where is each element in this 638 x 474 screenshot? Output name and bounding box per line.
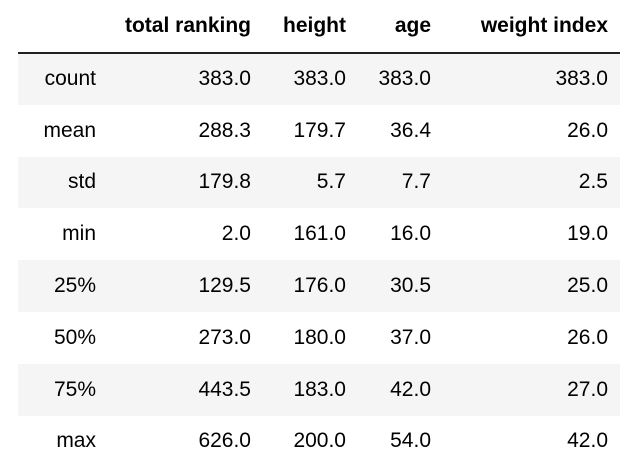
table-cell: 42.0 — [567, 429, 608, 453]
table-cell: 42.0 — [390, 377, 431, 401]
table-cell: 383.0 — [198, 67, 251, 91]
row-index: 50% — [53, 325, 96, 349]
table-cell: 26.0 — [567, 118, 608, 142]
table-row: min 2.0 161.0 16.0 19.0 — [18, 208, 620, 260]
table-cell: 383.0 — [293, 67, 346, 91]
table-cell: 288.3 — [198, 118, 251, 142]
table-row: max 626.0 200.0 54.0 42.0 — [18, 416, 620, 468]
column-header-total-ranking: total ranking — [108, 0, 263, 54]
table-body: count 383.0 383.0 383.0 383.0 mean 288.3… — [18, 53, 620, 467]
table-cell: 183.0 — [293, 377, 346, 401]
table-cell: 161.0 — [293, 222, 346, 246]
table-cell: 37.0 — [390, 325, 431, 349]
table-row: count 383.0 383.0 383.0 383.0 — [18, 53, 620, 105]
column-header-age: age — [358, 0, 443, 54]
table-cell: 7.7 — [401, 170, 431, 194]
table-cell: 273.0 — [198, 325, 251, 349]
table-cell: 54.0 — [390, 429, 431, 453]
row-index: 25% — [53, 274, 96, 298]
table-cell: 179.7 — [293, 118, 346, 142]
table-cell: 30.5 — [390, 274, 431, 298]
table-cell: 129.5 — [198, 274, 251, 298]
table-cell: 626.0 — [198, 429, 251, 453]
dataframe-output: total ranking height age weight index co… — [18, 0, 620, 467]
column-header-height: height — [263, 0, 358, 54]
table-cell: 19.0 — [567, 222, 608, 246]
table-cell: 2.0 — [221, 222, 251, 246]
row-index: count — [44, 67, 96, 91]
table-row: std 179.8 5.7 7.7 2.5 — [18, 156, 620, 209]
table-cell: 200.0 — [293, 429, 346, 453]
table-cell: 383.0 — [378, 67, 431, 91]
table-row: mean 288.3 179.7 36.4 26.0 — [18, 105, 620, 157]
table-row: 50% 273.0 180.0 37.0 26.0 — [18, 312, 620, 364]
table-header: total ranking height age weight index — [18, 0, 620, 54]
table-cell: 36.4 — [390, 118, 431, 142]
table-cell: 176.0 — [293, 274, 346, 298]
column-header-weight-index: weight index — [443, 0, 620, 54]
row-index: min — [62, 222, 96, 246]
describe-table: total ranking height age weight index co… — [18, 0, 620, 467]
table-cell: 2.5 — [578, 170, 608, 194]
table-cell: 25.0 — [567, 274, 608, 298]
table-cell: 16.0 — [390, 222, 431, 246]
table-cell: 383.0 — [555, 67, 608, 91]
table-cell: 443.5 — [198, 377, 251, 401]
header-row: total ranking height age weight index — [18, 0, 620, 54]
row-index: std — [67, 170, 96, 194]
index-header — [18, 0, 108, 54]
table-cell: 5.7 — [316, 170, 346, 194]
table-row: 75% 443.5 183.0 42.0 27.0 — [18, 363, 620, 416]
row-index: mean — [43, 118, 96, 142]
table-cell: 26.0 — [567, 325, 608, 349]
row-index: max — [56, 429, 96, 453]
table-row: 25% 129.5 176.0 30.5 25.0 — [18, 260, 620, 312]
table-cell: 27.0 — [567, 377, 608, 401]
row-index: 75% — [53, 377, 96, 401]
table-cell: 180.0 — [293, 325, 346, 349]
table-cell: 179.8 — [198, 170, 251, 194]
